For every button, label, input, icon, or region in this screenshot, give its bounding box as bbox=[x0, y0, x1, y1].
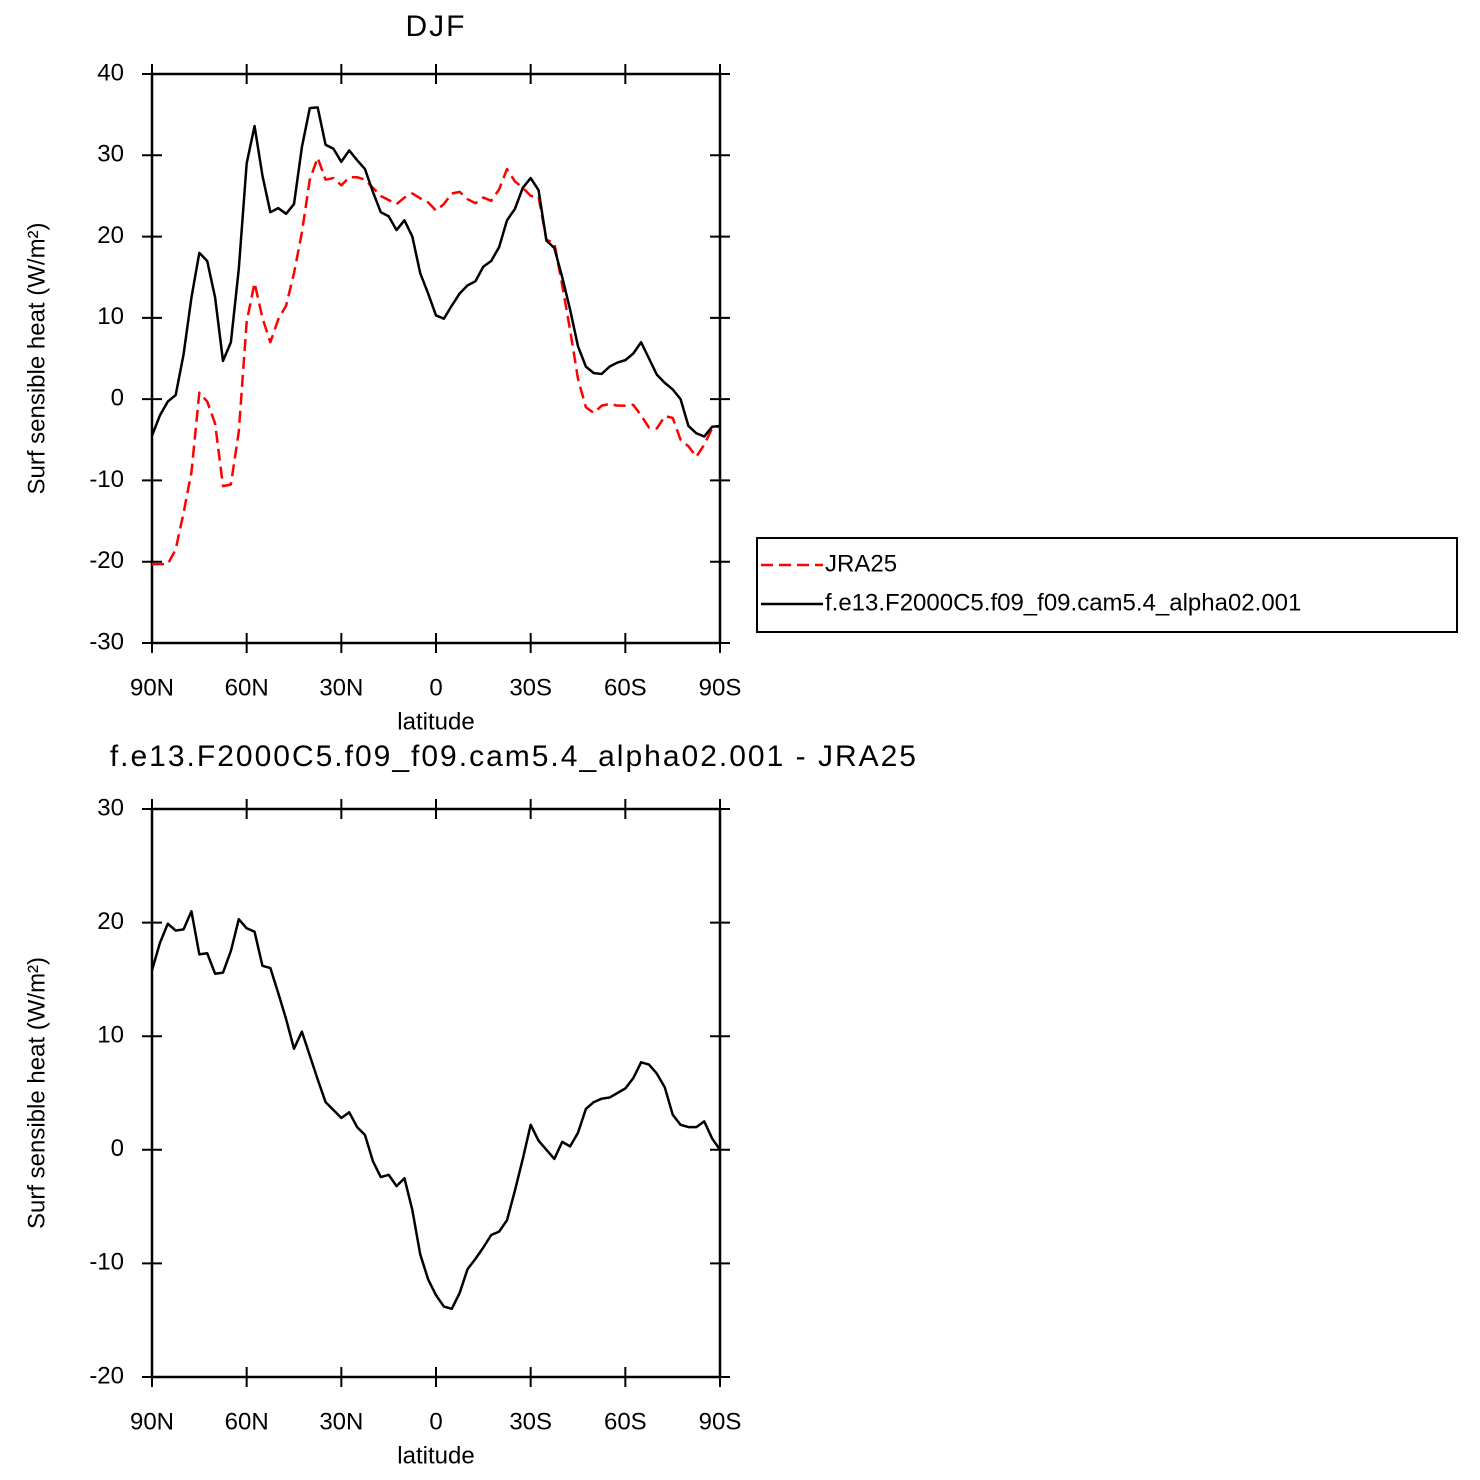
x-tick-label: 30N bbox=[319, 1408, 363, 1435]
x-tick-label: 30S bbox=[509, 674, 552, 701]
x-tick-label: 0 bbox=[429, 674, 442, 701]
plot-frame bbox=[150, 72, 722, 645]
y-tick-label: 10 bbox=[97, 303, 124, 330]
x-tick-label: 60N bbox=[225, 674, 269, 701]
x-axis-label: latitude bbox=[397, 708, 474, 735]
legend-label: JRA25 bbox=[825, 550, 897, 577]
y-tick-label: -30 bbox=[89, 628, 124, 655]
y-tick-label: 20 bbox=[97, 222, 124, 249]
y-tick-label: -20 bbox=[89, 1362, 124, 1389]
data-line bbox=[150, 106, 721, 438]
y-axis-label: Surf sensible heat (W/m²) bbox=[23, 222, 50, 494]
y-tick-label: 20 bbox=[97, 908, 124, 935]
x-tick-label: 30S bbox=[509, 1408, 552, 1435]
x-tick-label: 0 bbox=[429, 1408, 442, 1435]
y-tick-label: 30 bbox=[97, 141, 124, 168]
y-tick-label: 0 bbox=[111, 1135, 124, 1162]
y-tick-label: 30 bbox=[97, 794, 124, 821]
legend-label: f.e13.F2000C5.f09_f09.cam5.4_alpha02.001 bbox=[825, 589, 1301, 616]
x-tick-label: 90N bbox=[130, 1408, 174, 1435]
x-tick-label: 60S bbox=[604, 674, 647, 701]
legend-box bbox=[756, 537, 1458, 633]
plot-frame bbox=[150, 807, 722, 1379]
chart-title: DJF bbox=[406, 10, 467, 43]
data-line bbox=[150, 909, 722, 1311]
x-tick-label: 30N bbox=[319, 674, 363, 701]
x-tick-label: 90N bbox=[130, 674, 174, 701]
data-line bbox=[152, 156, 721, 566]
x-tick-label: 90S bbox=[699, 674, 742, 701]
y-axis-label: Surf sensible heat (W/m²) bbox=[23, 957, 50, 1229]
y-tick-label: 10 bbox=[97, 1022, 124, 1049]
x-tick-label: 90S bbox=[699, 1408, 742, 1435]
y-tick-label: -20 bbox=[89, 547, 124, 574]
y-tick-label: 40 bbox=[97, 59, 124, 86]
x-axis-label: latitude bbox=[397, 1442, 474, 1469]
x-tick-label: 60S bbox=[604, 1408, 647, 1435]
y-tick-label: 0 bbox=[111, 384, 124, 411]
x-tick-label: 60N bbox=[225, 1408, 269, 1435]
y-tick-label: -10 bbox=[89, 1249, 124, 1276]
chart-title: f.e13.F2000C5.f09_f09.cam5.4_alpha02.001… bbox=[110, 740, 918, 773]
y-tick-label: -10 bbox=[89, 466, 124, 493]
